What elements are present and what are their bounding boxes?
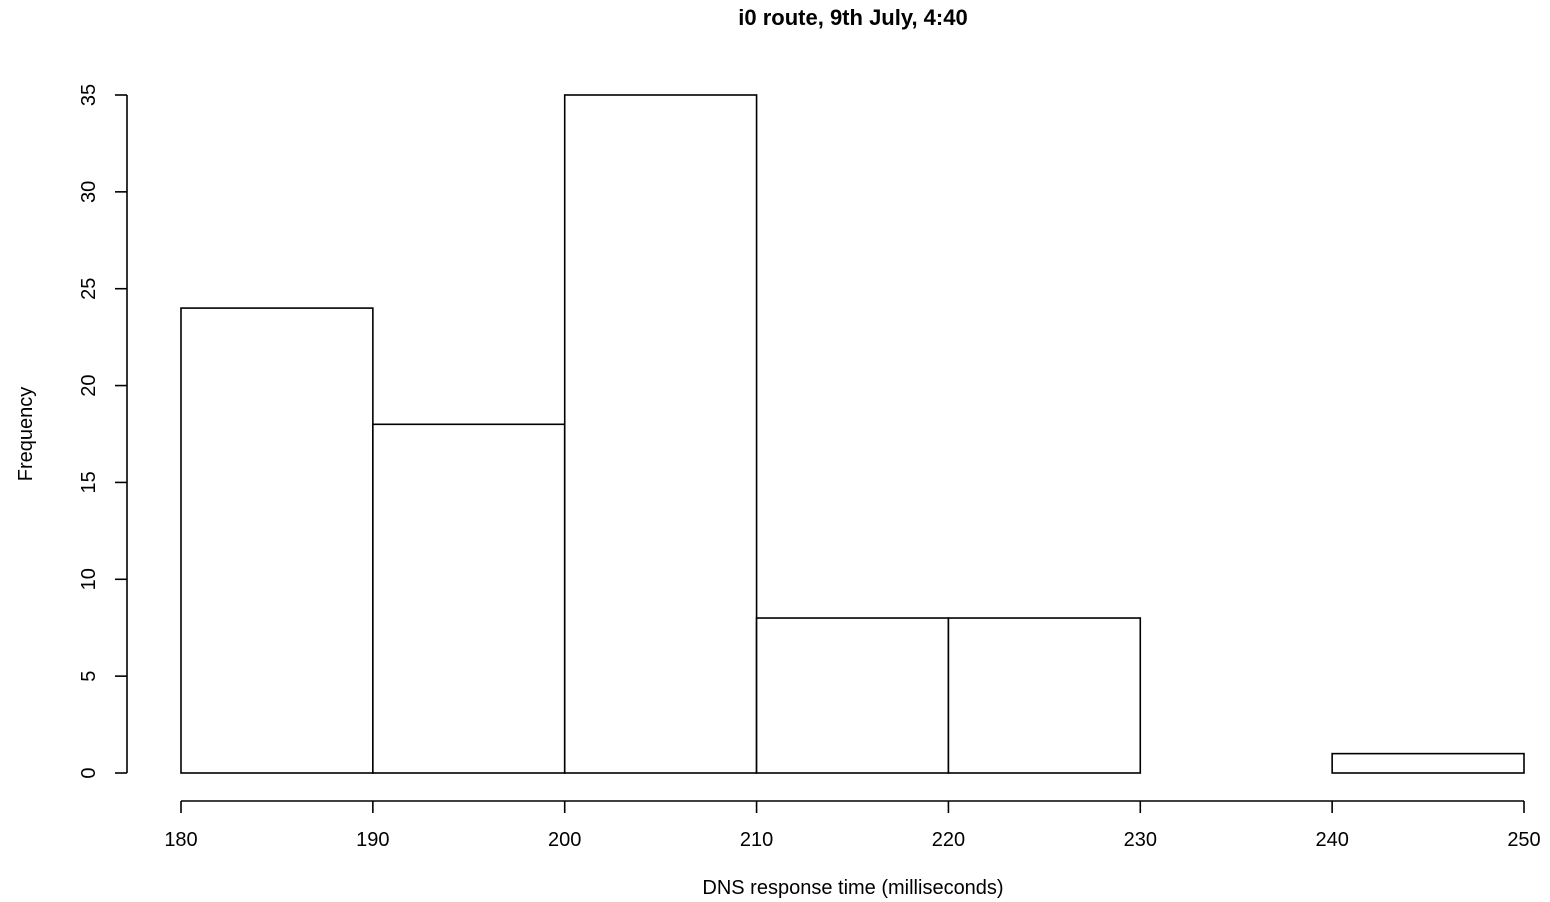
y-tick-label: 30 [78, 181, 100, 203]
bar-190-200 [372, 423, 566, 774]
x-tick-label: 240 [1315, 829, 1348, 851]
y-tick-label: 0 [78, 767, 100, 778]
y-tick-label: 10 [78, 568, 100, 590]
chart-title: i0 route, 9th July, 4:40 [738, 5, 967, 30]
x-tick-label: 200 [548, 829, 581, 851]
bar-180-190 [180, 307, 374, 774]
bar-200-210 [563, 94, 758, 774]
y-tick-label: 25 [78, 278, 100, 300]
bar-240-250 [1331, 752, 1525, 774]
bars-layer [180, 94, 1525, 774]
bar-210-220 [755, 617, 950, 774]
x-tick-label: 210 [740, 829, 773, 851]
y-tick-label: 20 [78, 374, 100, 396]
y-tick-label: 35 [78, 84, 100, 106]
x-tick-label: 230 [1124, 829, 1157, 851]
x-tick-label: 250 [1507, 829, 1540, 851]
x-axis-label: DNS response time (milliseconds) [702, 877, 1003, 899]
x-axis: 180 190 200 210 220 230 240 250 [164, 800, 1541, 851]
y-axis: 0 5 10 15 20 25 30 35 [78, 84, 128, 779]
y-tick-label: 15 [78, 471, 100, 493]
x-tick-label: 180 [164, 829, 197, 851]
y-tick-label: 5 [78, 671, 100, 682]
y-axis-label: Frequency [15, 387, 37, 482]
x-tick-label: 220 [932, 829, 965, 851]
x-tick-label: 190 [356, 829, 389, 851]
bar-220-230 [947, 617, 1142, 774]
